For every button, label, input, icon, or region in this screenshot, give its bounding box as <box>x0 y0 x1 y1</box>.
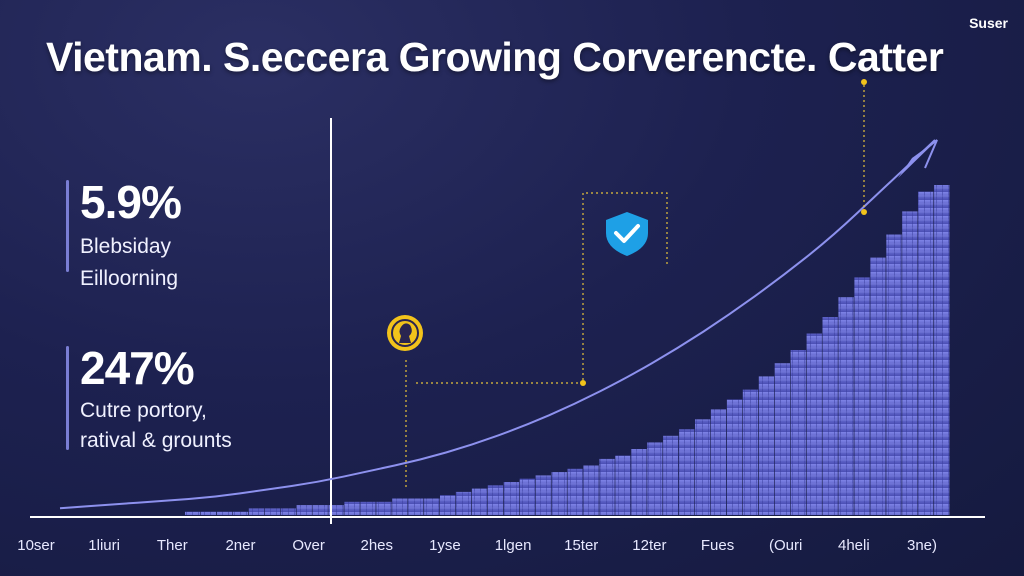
bar <box>663 435 679 515</box>
x-tick-label: 1lgen <box>494 537 532 554</box>
trend-line <box>59 139 936 510</box>
bar <box>695 419 711 515</box>
stat-card-increase: 247% Cutre portory, ratival & grounts <box>66 342 232 454</box>
bar <box>232 511 249 515</box>
bar <box>216 511 233 515</box>
bar <box>344 501 360 515</box>
bar <box>679 429 695 515</box>
stat-caption-line: ratival & grounts <box>80 429 232 452</box>
bar <box>185 511 201 515</box>
bar <box>455 491 472 515</box>
bar <box>742 389 759 515</box>
bar <box>726 399 743 515</box>
user-label[interactable]: Suser <box>969 15 1008 31</box>
bar <box>328 505 344 515</box>
bar <box>854 277 870 515</box>
bar <box>631 449 647 515</box>
bar <box>360 501 376 515</box>
bar <box>710 409 727 515</box>
bar <box>535 475 551 515</box>
bar <box>870 257 886 515</box>
bar <box>248 508 265 515</box>
bar <box>918 191 934 515</box>
callout-dot <box>861 209 867 215</box>
x-tick-label: Ther <box>156 537 188 554</box>
bar <box>440 495 456 515</box>
bar <box>567 468 583 515</box>
bar <box>886 234 902 515</box>
bar <box>647 442 663 515</box>
bar <box>280 508 296 515</box>
bar <box>392 498 408 515</box>
callout-dot <box>580 380 586 386</box>
x-tick-label: 12ter <box>632 537 667 554</box>
bar <box>264 508 280 515</box>
bar <box>376 501 392 515</box>
x-tick-label: 2hes <box>360 537 394 554</box>
x-axis-labels: 10ser 1liuri Ther 2ner Over 2hes 1yse 1lgen 15te… <box>0 537 1024 557</box>
bar <box>487 485 504 515</box>
stat-caption-line: Blebsiday <box>80 235 172 258</box>
bars-group <box>185 185 950 515</box>
stat-value: 5.9% <box>80 176 182 228</box>
stat-card-growth: 5.9% Blebsiday Eilloorning <box>66 176 182 290</box>
x-tick-label: 15ter <box>564 537 599 554</box>
x-tick-label: 3ne) <box>906 537 938 554</box>
bar <box>822 317 838 515</box>
bar <box>902 211 918 515</box>
bar <box>503 482 520 515</box>
chart-title: Vietnam. S.eccera Growing Corverencte. C… <box>46 34 944 80</box>
x-tick-label: 4heli <box>837 537 870 554</box>
x-tick-label: 2ner <box>225 537 256 554</box>
bar <box>934 185 950 515</box>
stat-value: 247% <box>80 342 195 394</box>
bar <box>583 465 599 515</box>
bar <box>806 333 822 515</box>
bar <box>615 455 631 515</box>
stat-caption-line: Eilloorning <box>80 267 179 290</box>
bar <box>312 505 328 515</box>
bar <box>551 472 567 515</box>
x-tick-label: (Ouri <box>769 537 803 554</box>
bar <box>200 511 217 515</box>
stat-caption-line: Cutre portory, <box>80 399 207 422</box>
bar <box>790 350 806 515</box>
bar <box>471 488 488 515</box>
x-tick-label: 10ser <box>17 537 55 554</box>
x-tick-label: 1yse <box>429 537 461 554</box>
bar <box>519 478 535 515</box>
trend-arrow-icon <box>898 139 938 178</box>
bar <box>408 498 424 515</box>
shield-check-icon <box>606 212 648 256</box>
x-tick-label: Fues <box>700 537 735 554</box>
callout-dot <box>861 79 867 85</box>
bar <box>774 363 790 515</box>
bar <box>424 498 440 515</box>
bar <box>758 376 775 515</box>
x-tick-label: Over <box>292 537 325 554</box>
callout-line-shield <box>416 192 668 384</box>
x-tick-label: 1liuri <box>88 537 120 554</box>
coin-icon <box>387 315 423 351</box>
bar <box>599 458 615 515</box>
bar <box>296 505 312 515</box>
bar <box>838 297 854 515</box>
